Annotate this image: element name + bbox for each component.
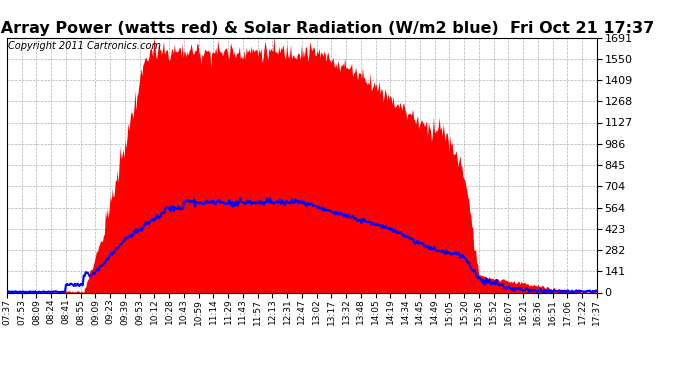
Title: West Array Power (watts red) & Solar Radiation (W/m2 blue)  Fri Oct 21 17:37: West Array Power (watts red) & Solar Rad… [0, 21, 654, 36]
Text: Copyright 2011 Cartronics.com: Copyright 2011 Cartronics.com [8, 41, 161, 51]
